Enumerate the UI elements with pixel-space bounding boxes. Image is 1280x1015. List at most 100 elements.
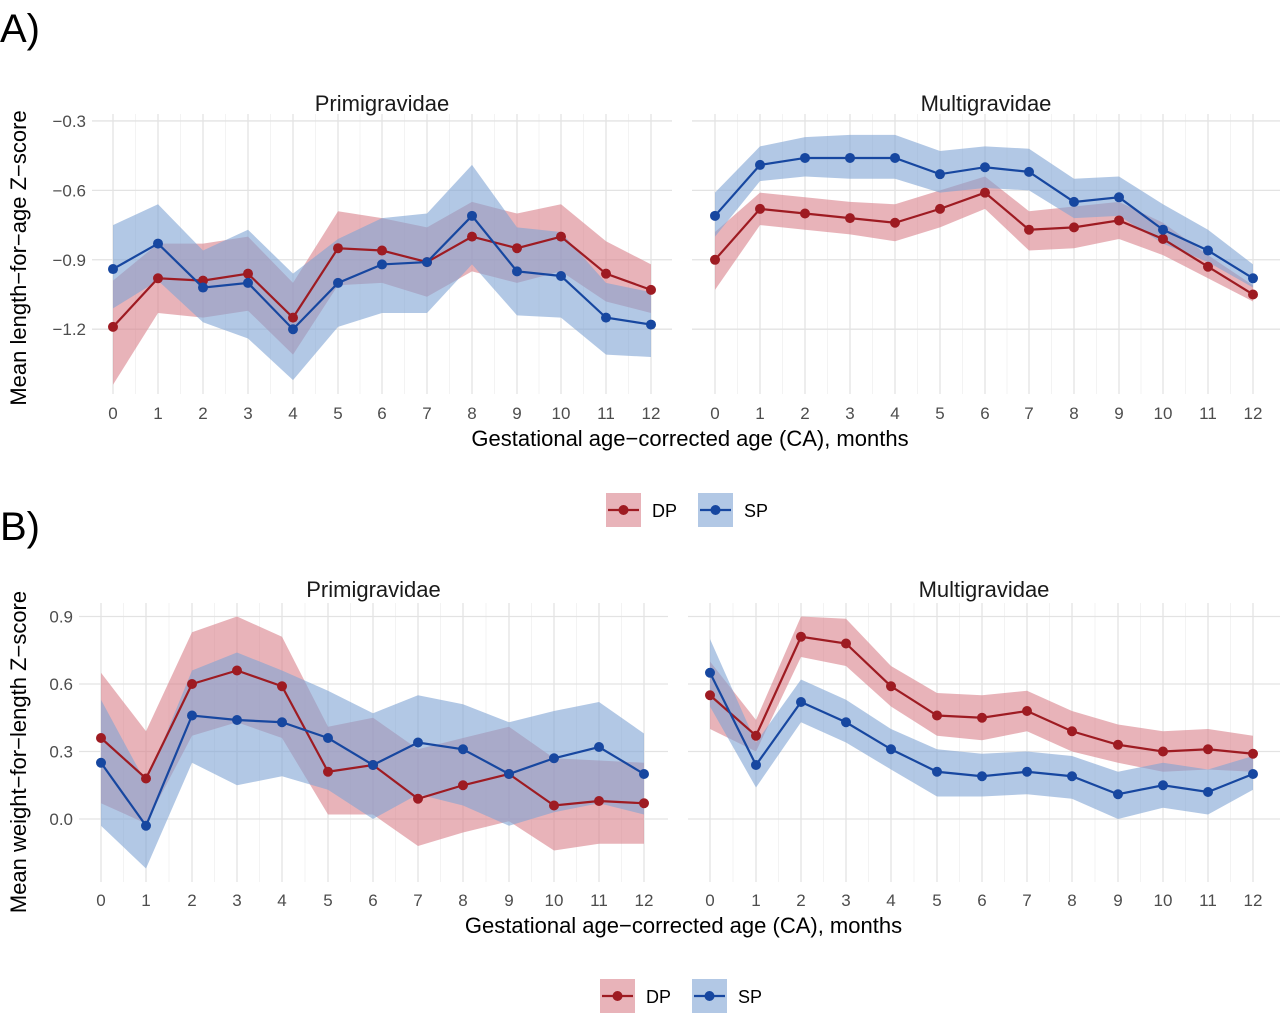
data-point-sp: [141, 820, 151, 831]
data-point-dp: [845, 213, 855, 224]
x-tick-label: 1: [751, 891, 760, 910]
data-point-dp: [1069, 222, 1079, 233]
ci-band-sp: [715, 134, 1253, 288]
legend-item-sp: SP: [698, 493, 768, 527]
data-point-dp: [800, 208, 810, 219]
y-tick-label: −0.6: [52, 181, 86, 200]
x-tick-label: 10: [545, 891, 564, 910]
data-point-sp: [413, 737, 423, 748]
data-point-dp: [413, 793, 423, 804]
ci-band-sp: [710, 639, 1253, 819]
data-point-dp: [1248, 289, 1258, 300]
data-point-dp: [755, 203, 765, 214]
data-point-sp: [639, 769, 649, 779]
data-point-dp: [980, 187, 990, 198]
facet-title: Primigravidae: [306, 577, 441, 602]
x-tick-label: 7: [1024, 404, 1033, 423]
data-point-sp: [1022, 766, 1032, 777]
data-point-sp: [751, 760, 761, 770]
x-tick-label: 11: [590, 891, 608, 910]
data-point-dp: [512, 243, 522, 254]
data-point-sp: [1067, 771, 1077, 782]
data-point-sp: [232, 715, 242, 725]
data-point-sp: [841, 717, 851, 728]
data-point-dp: [323, 766, 333, 777]
data-point-dp: [549, 800, 559, 811]
data-point-dp: [108, 321, 118, 332]
data-point-sp: [796, 697, 806, 707]
data-point-dp: [977, 712, 987, 723]
x-tick-label: 9: [504, 891, 513, 910]
x-tick-label: 2: [800, 404, 809, 423]
x-axis-title: Gestational age−corrected age (CA), mont…: [471, 426, 908, 451]
legend-item-dp: DP: [600, 979, 671, 1013]
legend-swatch-point: [710, 505, 721, 515]
x-tick-label: 9: [1113, 891, 1122, 910]
data-point-sp: [1203, 787, 1213, 797]
data-point-dp: [1067, 726, 1077, 737]
data-point-sp: [601, 312, 611, 323]
x-tick-label: 6: [980, 404, 989, 423]
data-point-sp: [1158, 780, 1168, 791]
data-point-dp: [467, 231, 477, 242]
x-tick-label: 1: [153, 404, 162, 423]
data-point-dp: [1114, 215, 1124, 226]
x-tick-label: 7: [422, 404, 431, 423]
data-point-dp: [1248, 748, 1258, 759]
data-point-dp: [333, 243, 343, 254]
x-tick-label: 2: [796, 891, 805, 910]
data-point-dp: [232, 665, 242, 676]
data-point-dp: [646, 284, 656, 295]
x-tick-label: 6: [977, 891, 986, 910]
data-point-sp: [1069, 196, 1079, 207]
legend-item-dp: DP: [606, 493, 677, 527]
data-point-dp: [1158, 233, 1168, 244]
data-point-dp: [288, 312, 298, 323]
legend-label: DP: [652, 501, 677, 521]
data-point-sp: [1248, 273, 1258, 284]
x-tick-label: 6: [368, 891, 377, 910]
x-tick-label: 2: [198, 404, 207, 423]
ci-band-dp: [710, 616, 1253, 772]
x-tick-label: 5: [932, 891, 941, 910]
y-tick-label: −1.2: [52, 320, 86, 339]
data-point-sp: [705, 667, 715, 678]
data-point-dp: [601, 268, 611, 279]
data-point-dp: [243, 268, 253, 279]
legend-label: SP: [744, 501, 768, 521]
data-point-dp: [1022, 706, 1032, 716]
x-tick-label: 10: [1154, 404, 1173, 423]
data-point-dp: [935, 203, 945, 214]
data-point-sp: [187, 710, 197, 721]
x-tick-label: 8: [467, 404, 476, 423]
data-point-dp: [377, 245, 387, 256]
x-tick-label: 11: [597, 404, 615, 423]
x-tick-label: 10: [552, 404, 571, 423]
legend-item-sp: SP: [692, 979, 762, 1013]
x-tick-label: 12: [642, 404, 661, 423]
data-point-sp: [243, 277, 253, 288]
data-point-dp: [705, 690, 715, 701]
x-tick-label: 8: [1069, 404, 1078, 423]
data-point-sp: [845, 152, 855, 163]
data-point-sp: [980, 162, 990, 173]
data-point-sp: [467, 210, 477, 221]
x-tick-label: 3: [845, 404, 854, 423]
legend: DP SP: [600, 979, 762, 1013]
x-tick-label: 12: [635, 891, 654, 910]
data-point-dp: [556, 231, 566, 242]
data-point-dp: [198, 275, 208, 286]
data-point-dp: [277, 681, 287, 692]
data-point-sp: [932, 766, 942, 777]
y-tick-label: 0.3: [49, 743, 73, 762]
data-point-sp: [333, 277, 343, 288]
data-point-dp: [1024, 224, 1034, 235]
data-point-dp: [841, 638, 851, 649]
x-tick-label: 0: [710, 404, 719, 423]
